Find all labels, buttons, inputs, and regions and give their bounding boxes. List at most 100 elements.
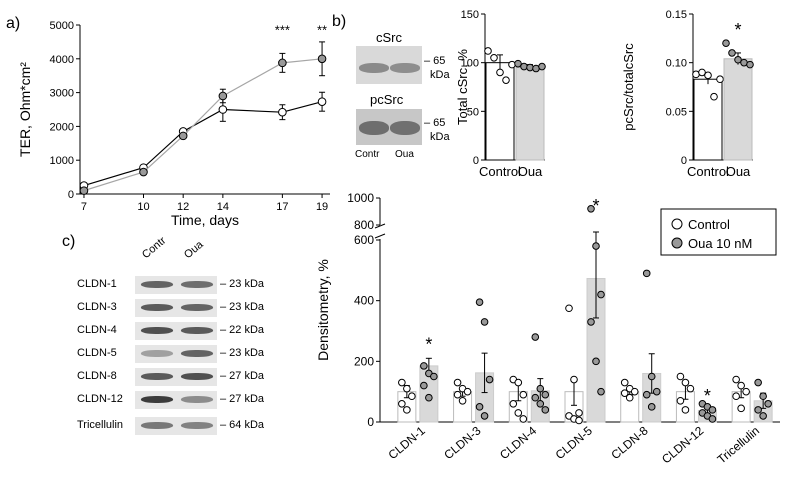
b2-data-point	[716, 75, 724, 84]
c-data-point	[453, 378, 462, 387]
panel-c-label: c)	[62, 233, 76, 250]
b1-category-label: Control	[479, 164, 521, 179]
a-data-point	[79, 186, 89, 195]
c-category-label: CLDN-5	[553, 423, 595, 462]
a-data-point	[178, 131, 188, 141]
c-data-point	[764, 400, 772, 408]
blot-c-row-label: CLDN-5	[77, 347, 117, 359]
b2-y-tick-label: 0.10	[666, 58, 687, 70]
a-y-tick-label: 4000	[50, 54, 74, 66]
blot-c-row-size: – 27 kDa	[220, 370, 265, 382]
a-data-point	[317, 97, 327, 107]
blot-c-row-size: – 27 kDa	[220, 393, 265, 405]
a-data-point	[317, 54, 327, 64]
c-category-label: CLDN-8	[608, 423, 650, 462]
blot-c-row-size: – 22 kDa	[220, 324, 265, 336]
blot-c-strip	[135, 345, 217, 363]
c-data-point	[737, 404, 745, 413]
c-data-point	[403, 406, 411, 414]
a-x-axis-title: Time, days	[171, 212, 239, 228]
b2-category-label: Oua	[726, 164, 751, 179]
panel-b-label: b)	[332, 13, 347, 30]
c-data-point	[652, 387, 661, 396]
blot-band	[141, 396, 173, 403]
b2-category-label: Control	[687, 164, 729, 179]
blot-c-row-label: CLDN-8	[77, 370, 117, 382]
b2-data-point	[746, 60, 754, 69]
blot-band	[141, 281, 173, 288]
blot-band	[181, 327, 213, 334]
blot-c-strip	[135, 322, 217, 340]
c-data-point	[531, 393, 540, 402]
blot-band	[141, 304, 173, 311]
b1-data-point	[484, 47, 492, 55]
b1-bar	[485, 62, 515, 161]
b2-y-tick-label: 0.15	[666, 9, 687, 21]
c-axis-break	[374, 223, 386, 229]
b1-y-tick-label: 150	[461, 9, 479, 21]
c-data-point	[475, 298, 484, 306]
c-category-label: CLDN-1	[386, 423, 428, 462]
c-data-point	[592, 242, 600, 250]
c-data-point	[425, 393, 433, 402]
c-data-point	[408, 392, 416, 401]
blot-band	[181, 396, 213, 403]
c-y-axis-title: Densitometry, %	[315, 259, 331, 361]
c-significance-mark: *	[704, 386, 711, 406]
b1-y-axis-title: Total cSrc, %	[455, 49, 470, 125]
c-data-point	[536, 400, 545, 408]
c-data-point	[565, 304, 573, 313]
pcsrc-marker: – 65	[424, 117, 446, 129]
c-data-point	[732, 392, 740, 401]
c-data-point	[536, 384, 545, 393]
c-data-point	[620, 378, 629, 387]
c-data-point	[587, 318, 595, 326]
c-data-point	[647, 403, 656, 411]
b2-data-point	[698, 68, 706, 77]
c-data-point	[592, 357, 600, 366]
b1-category-label: Oua	[518, 164, 543, 179]
c-category-label: Tricellulin	[715, 424, 762, 467]
b2-data-point	[704, 71, 712, 80]
c-data-point	[597, 290, 605, 299]
c-data-point	[625, 393, 634, 402]
a-data-point	[218, 105, 228, 114]
a-x-tick-label: 10	[137, 201, 149, 213]
blot-band	[181, 350, 213, 357]
c-data-point	[620, 389, 629, 397]
c-data-point	[587, 205, 595, 213]
b2-data-point	[710, 92, 718, 101]
b2-y-tick-label: 0.05	[666, 106, 687, 118]
c-data-point	[737, 381, 745, 390]
a-data-point	[139, 167, 148, 177]
b1-data-point	[538, 62, 546, 71]
c-data-point	[485, 375, 494, 384]
a-x-tick-label: 7	[81, 201, 87, 213]
c-data-point	[420, 381, 428, 390]
c-data-point	[575, 416, 583, 425]
a-significance-mark: **	[317, 22, 327, 37]
blot-c-row-size: – 23 kDa	[220, 278, 265, 290]
c-data-point	[676, 372, 685, 381]
c-data-point	[686, 384, 695, 393]
c-category-label: CLDN-4	[497, 423, 539, 462]
c-data-point	[480, 412, 489, 420]
blot-c-row-label: CLDN-3	[77, 301, 117, 313]
blot-c-row-size: – 64 kDa	[220, 419, 265, 431]
a-x-tick-label: 17	[276, 201, 288, 213]
a-y-axis-title: TER, Ohm*cm²	[17, 62, 33, 157]
c-axis-break	[374, 233, 386, 239]
a-data-point	[278, 58, 287, 68]
c-data-point	[575, 409, 583, 417]
c-category-label: CLDN-3	[441, 423, 483, 462]
b1-data-point	[490, 54, 498, 62]
c-legend-marker-control	[671, 218, 683, 230]
c-y-tick-label: 1000	[347, 191, 374, 205]
blot-c-strip	[135, 417, 217, 435]
c-data-point	[398, 378, 406, 387]
a-x-tick-label: 14	[217, 201, 229, 213]
b2-data-point	[728, 49, 736, 57]
c-data-point	[514, 378, 523, 387]
b2-y-tick-label: 0	[681, 155, 687, 167]
